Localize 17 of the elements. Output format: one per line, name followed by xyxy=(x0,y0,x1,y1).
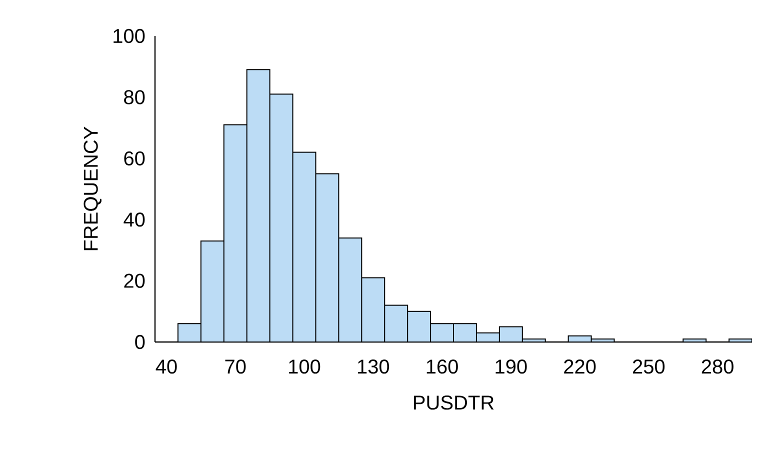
y-axis-title: FREQUENCY xyxy=(84,126,102,250)
x-tick-label: 220 xyxy=(564,360,596,374)
x-tick-label: 250 xyxy=(632,360,665,374)
y-tick-label: 0 xyxy=(135,334,145,350)
x-tick-label: 280 xyxy=(702,360,734,374)
x-tick-label: 100 xyxy=(289,360,320,374)
x-tick-label: 40 xyxy=(156,360,177,374)
y-tick-label: 60 xyxy=(124,151,145,166)
y-tick-label: 40 xyxy=(124,212,145,227)
x-axis-title: PUSDTR xyxy=(414,396,494,410)
x-tick-label: 160 xyxy=(426,360,458,374)
y-tick-label: 100 xyxy=(114,28,145,44)
y-tick-label: 80 xyxy=(124,90,145,104)
x-tick-label: 70 xyxy=(225,360,246,374)
x-tick-label: 190 xyxy=(496,360,527,374)
x-tick-label: 130 xyxy=(358,360,390,374)
y-tick-label: 20 xyxy=(124,274,145,288)
